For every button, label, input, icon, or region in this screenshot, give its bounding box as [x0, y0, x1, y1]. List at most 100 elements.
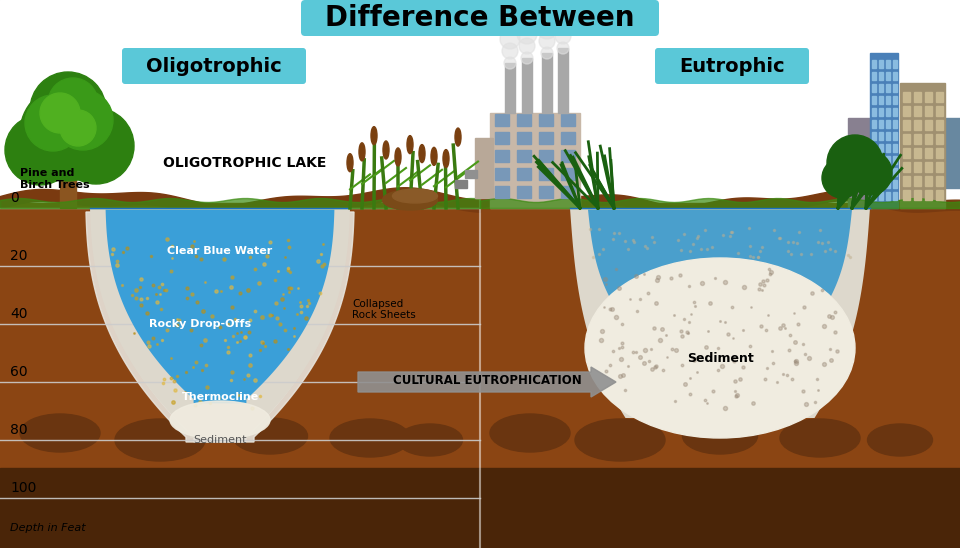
- Bar: [539, 132, 553, 144]
- Circle shape: [827, 135, 883, 191]
- Bar: [914, 120, 921, 130]
- Bar: [903, 162, 910, 172]
- Circle shape: [517, 24, 537, 44]
- Bar: [893, 192, 897, 200]
- Bar: [886, 168, 890, 176]
- Bar: [886, 180, 890, 188]
- Bar: [925, 176, 932, 186]
- Bar: [893, 144, 897, 152]
- Bar: [879, 96, 883, 104]
- Bar: [886, 156, 890, 164]
- FancyBboxPatch shape: [122, 48, 306, 84]
- Bar: [893, 60, 897, 68]
- Bar: [465, 170, 477, 178]
- Bar: [879, 180, 883, 188]
- Circle shape: [521, 52, 533, 64]
- Bar: [495, 132, 509, 144]
- Circle shape: [502, 43, 518, 59]
- Bar: [886, 192, 890, 200]
- Text: 40: 40: [10, 307, 28, 321]
- Polygon shape: [570, 208, 870, 418]
- Bar: [925, 92, 932, 102]
- Bar: [879, 108, 883, 116]
- Bar: [925, 190, 932, 200]
- Circle shape: [557, 42, 569, 54]
- Bar: [914, 176, 921, 186]
- Bar: [490, 113, 580, 208]
- Circle shape: [48, 78, 98, 128]
- Circle shape: [848, 151, 892, 195]
- Bar: [455, 180, 467, 188]
- Bar: [936, 134, 943, 144]
- FancyBboxPatch shape: [655, 48, 809, 84]
- Bar: [936, 176, 943, 186]
- Text: Rocky Drop-Offs: Rocky Drop-Offs: [149, 319, 252, 329]
- Bar: [848, 118, 872, 208]
- Ellipse shape: [868, 424, 932, 456]
- Bar: [517, 150, 531, 162]
- Ellipse shape: [347, 153, 353, 172]
- Ellipse shape: [397, 424, 463, 456]
- Bar: [870, 53, 898, 208]
- Bar: [903, 176, 910, 186]
- Bar: [903, 120, 910, 130]
- Bar: [936, 162, 943, 172]
- Bar: [872, 144, 876, 152]
- Bar: [517, 168, 531, 180]
- Bar: [539, 186, 553, 198]
- Bar: [561, 150, 575, 162]
- Circle shape: [541, 47, 553, 59]
- Bar: [872, 180, 876, 188]
- Circle shape: [53, 90, 113, 150]
- Bar: [872, 132, 876, 140]
- Bar: [893, 96, 897, 104]
- Bar: [480, 468, 960, 548]
- Bar: [914, 106, 921, 116]
- FancyArrow shape: [358, 367, 616, 397]
- Text: Sediment: Sediment: [193, 435, 247, 445]
- Bar: [893, 180, 897, 188]
- Ellipse shape: [170, 401, 270, 439]
- Ellipse shape: [115, 419, 205, 461]
- Bar: [886, 132, 890, 140]
- Bar: [0, 203, 480, 548]
- Bar: [886, 96, 890, 104]
- Bar: [522, 58, 532, 113]
- Text: Sediment: Sediment: [686, 351, 754, 364]
- Ellipse shape: [407, 135, 413, 153]
- Bar: [879, 192, 883, 200]
- Bar: [879, 168, 883, 176]
- Bar: [893, 120, 897, 128]
- Circle shape: [30, 72, 106, 148]
- Circle shape: [5, 115, 75, 185]
- Bar: [879, 132, 883, 140]
- Bar: [914, 92, 921, 102]
- Bar: [0, 0, 480, 208]
- Bar: [60, 153, 76, 208]
- Bar: [914, 190, 921, 200]
- Text: Oligotrophic: Oligotrophic: [146, 56, 282, 76]
- Bar: [539, 168, 553, 180]
- Ellipse shape: [780, 419, 860, 457]
- Bar: [872, 168, 876, 176]
- Ellipse shape: [371, 127, 377, 145]
- Bar: [480, 203, 960, 548]
- Bar: [893, 168, 897, 176]
- Ellipse shape: [359, 143, 365, 161]
- Bar: [517, 132, 531, 144]
- Ellipse shape: [232, 418, 307, 454]
- Ellipse shape: [431, 147, 437, 165]
- Text: 100: 100: [10, 481, 36, 495]
- Ellipse shape: [455, 128, 461, 146]
- Bar: [872, 120, 876, 128]
- Polygon shape: [588, 210, 852, 335]
- Circle shape: [519, 38, 535, 54]
- Circle shape: [20, 85, 116, 181]
- Bar: [539, 114, 553, 126]
- Circle shape: [539, 33, 555, 49]
- Circle shape: [504, 57, 516, 69]
- Ellipse shape: [683, 418, 757, 454]
- Circle shape: [555, 28, 571, 44]
- Bar: [925, 148, 932, 158]
- Bar: [505, 63, 515, 113]
